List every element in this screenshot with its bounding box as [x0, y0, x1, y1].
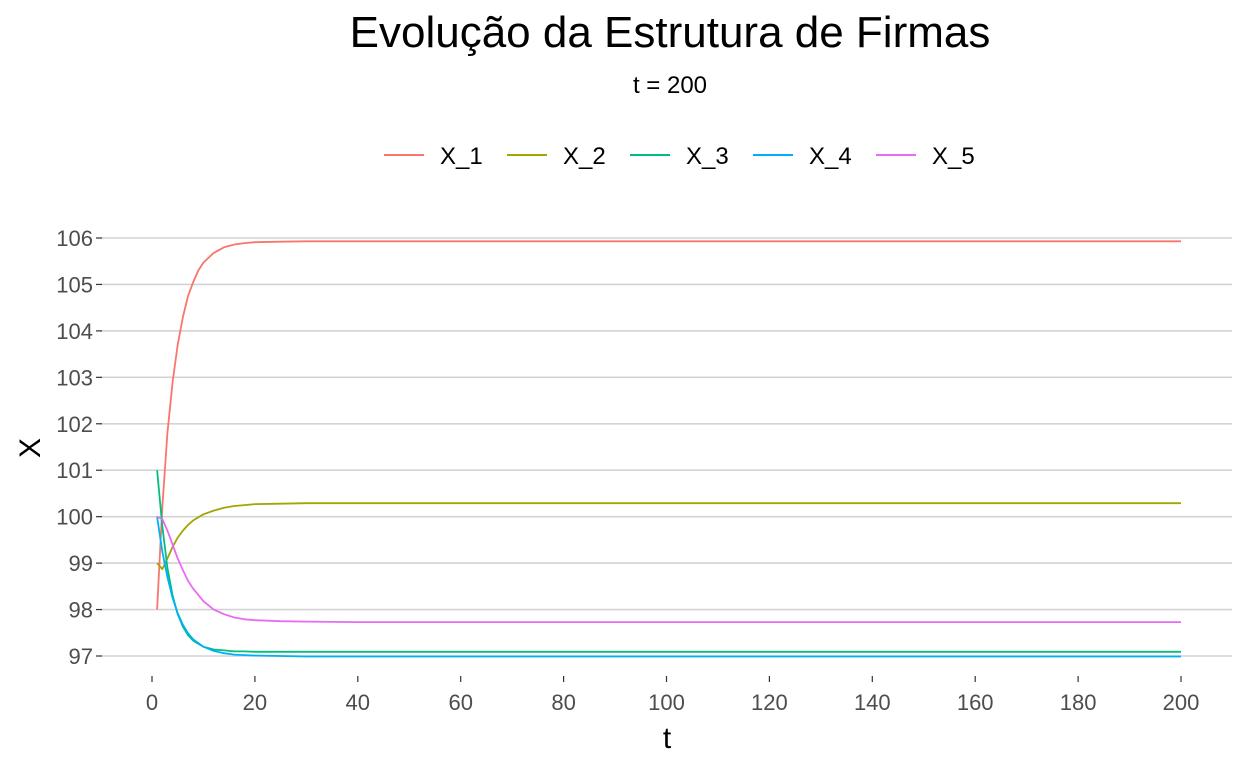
tick-label-y-98: 98 — [69, 598, 93, 623]
tick-label-y-105: 105 — [56, 272, 93, 297]
series-line-x-1 — [156, 240, 1181, 610]
tick-label-y-97: 97 — [69, 644, 93, 669]
legend-label-x-4: X_4 — [809, 143, 852, 170]
chart-subtitle: t = 200 — [632, 72, 708, 99]
x-axis-title: t — [663, 722, 672, 755]
legend: X_1 X_2 X_3 X_4 X_5 — [384, 143, 975, 170]
tick-label-y-100: 100 — [56, 505, 93, 530]
grid-lines — [100, 237, 1232, 657]
series-line-x-3 — [156, 470, 1181, 653]
series-line-x-2 — [156, 502, 1181, 570]
tick-label-x-120: 120 — [751, 690, 788, 715]
series-line-x-5 — [156, 515, 1181, 623]
series-line-x-4 — [156, 516, 1181, 658]
legend-label-x-2: X_2 — [563, 143, 606, 170]
tick-label-x-140: 140 — [854, 690, 891, 715]
tick-label-y-106: 106 — [56, 226, 93, 251]
tick-label-x-180: 180 — [1060, 690, 1097, 715]
tick-label-y-99: 99 — [69, 551, 93, 576]
legend-label-x-5: X_5 — [932, 143, 975, 170]
tick-label-x-40: 40 — [346, 690, 370, 715]
tick-label-y-104: 104 — [56, 319, 93, 344]
chart-title: Evolução da Estrutura de Firmas — [349, 8, 991, 57]
tick-label-y-103: 103 — [56, 365, 93, 390]
y-axis-title: X — [14, 438, 47, 458]
tick-label-x-160: 160 — [957, 690, 994, 715]
tick-label-y-102: 102 — [56, 412, 93, 437]
x-axis-ticks: 0 20 40 60 80 100 120 140 160 180 200 — [146, 676, 1199, 715]
tick-label-x-200: 200 — [1163, 690, 1200, 715]
tick-label-x-60: 60 — [448, 690, 472, 715]
legend-label-x-1: X_1 — [440, 143, 483, 170]
tick-label-x-80: 80 — [551, 690, 575, 715]
series-layer — [156, 240, 1181, 658]
legend-label-x-3: X_3 — [686, 143, 729, 170]
tick-label-y-101: 101 — [56, 458, 93, 483]
tick-label-x-0: 0 — [146, 690, 158, 715]
tick-label-x-100: 100 — [648, 690, 685, 715]
y-axis-ticks: 97 98 99 100 101 102 103 104 105 106 — [56, 226, 102, 669]
tick-label-x-20: 20 — [243, 690, 267, 715]
